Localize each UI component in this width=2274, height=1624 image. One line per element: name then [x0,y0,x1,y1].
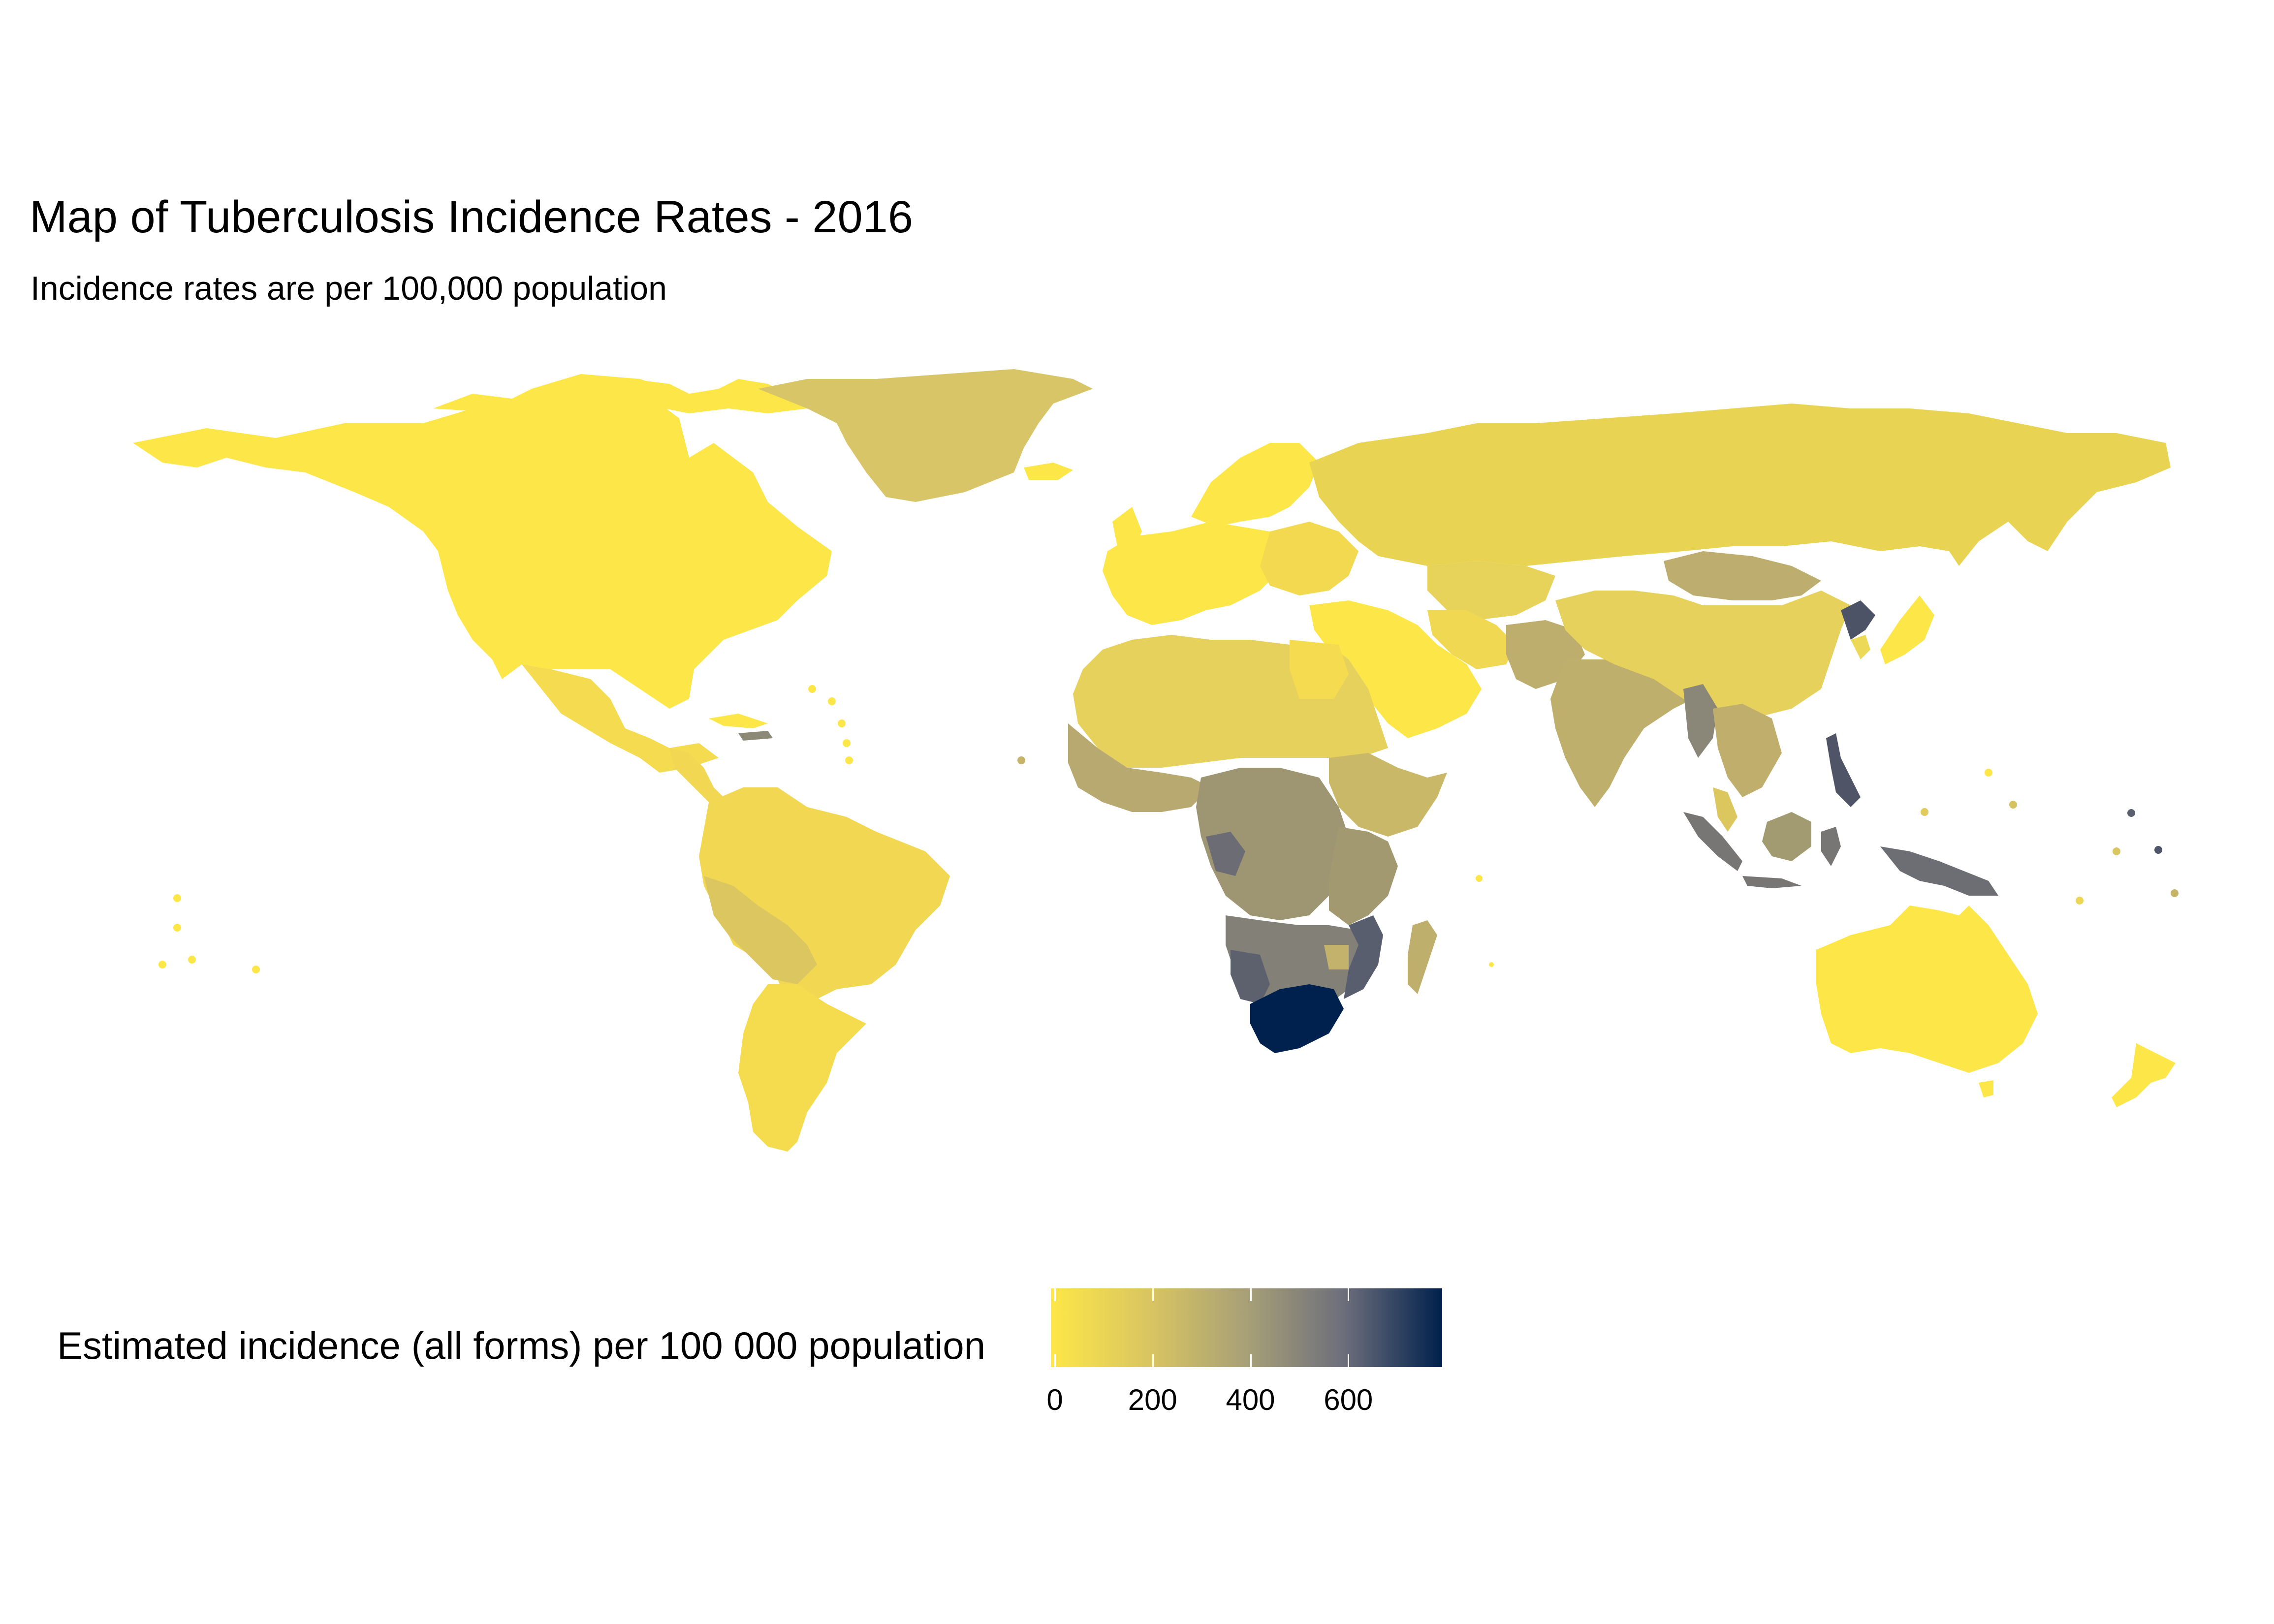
region-kazakhstan [1427,561,1555,620]
chart-subtitle: Incidence rates are per 100,000 populati… [31,270,667,307]
region-india [1550,659,1703,807]
region-indochina [1713,704,1782,797]
region-south-korea [1851,635,1870,659]
region-pacific-island [1921,808,1928,816]
region-arctic-islands-north [591,379,847,413]
region-cuba [709,714,768,728]
region-madagascar [1408,920,1437,994]
region-iran [1427,610,1516,669]
region-borneo [1762,812,1811,861]
region-north-america [133,384,832,709]
region-pacific-island [1985,769,1992,777]
region-java [1742,876,1801,888]
region-pacific-island [2154,846,2162,854]
region-pacific-island [2171,889,2179,897]
region-west-africa [1068,723,1211,812]
region-australia [1816,906,2038,1073]
region-south-africa [1250,984,1344,1053]
legend-tick-mark [1054,1288,1056,1301]
region-tasmania [1979,1080,1993,1097]
region-indian-ocean-island [1489,962,1494,967]
legend-tick-label: 600 [1324,1383,1373,1416]
region-caribbean-island [845,756,853,764]
region-pacific-island [252,966,260,973]
region-south-america-south [738,984,866,1152]
region-russia [1309,404,2171,566]
region-zimbabwe [1324,945,1349,969]
region-congo [1206,832,1245,876]
region-pacific-island [173,924,181,932]
legend-tick-mark [1152,1288,1154,1301]
legend-tick-label: 0 [1046,1383,1063,1416]
legend-tick-mark [1250,1354,1252,1367]
legend-tick-mark [1348,1288,1350,1301]
legend-tick-mark [1250,1288,1252,1301]
region-middle-east [1309,600,1482,738]
region-iceland [1024,463,1073,480]
region-haiti [738,731,773,741]
region-central-africa [1196,768,1349,920]
region-scandinavia [1191,443,1319,527]
region-philippines [1826,733,1861,807]
region-sumatra [1683,812,1742,871]
region-pacific-island [158,961,166,968]
region-eastern-europe [1260,522,1358,595]
region-pacific-island [2113,847,2120,855]
legend-tick-label: 200 [1128,1383,1177,1416]
region-caribbean-island [838,719,846,727]
region-pacific-island [2127,809,2135,817]
region-mozambique [1344,915,1383,999]
region-indian-ocean-island [1476,875,1483,882]
region-peru-bolivia [704,876,817,984]
region-mongolia [1664,551,1821,600]
region-central-america [669,748,724,802]
region-mexico [522,664,719,773]
legend-title: Estimated incidence (all forms) per 100 … [57,1324,986,1367]
legend-tick-mark [1348,1354,1350,1367]
region-north-korea [1841,600,1875,640]
region-caribbean-island [843,739,851,747]
region-east-africa [1329,827,1398,925]
region-malaysia [1713,787,1737,832]
region-atlantic-island [1017,756,1025,764]
legend-tick-mark [1152,1354,1154,1367]
region-china [1555,591,1851,718]
region-sulawesi [1821,827,1841,866]
region-pacific-island [173,894,181,902]
region-caribbean-island [808,685,816,693]
region-new-guinea [1880,846,1998,896]
region-egypt [1290,640,1349,699]
region-myanmar [1683,684,1718,758]
region-western-europe [1103,522,1290,625]
region-japan [1880,595,1934,664]
region-greenland [758,369,1093,502]
region-horn-of-africa [1329,753,1447,837]
region-pacific-island [2076,897,2084,905]
region-namibia [1231,950,1270,1004]
region-pacific-island [2009,801,2017,809]
region-uk [1112,507,1142,551]
region-new-zealand [2112,1043,2176,1107]
chart-title: Map of Tuberculosis Incidence Rates - 20… [30,192,913,242]
legend-tick-mark [1054,1354,1056,1367]
region-caribbean-island [828,697,836,705]
legend-color-bar [1051,1288,1442,1367]
region-pacific-island [188,956,196,964]
legend-tick-label: 400 [1226,1383,1275,1416]
